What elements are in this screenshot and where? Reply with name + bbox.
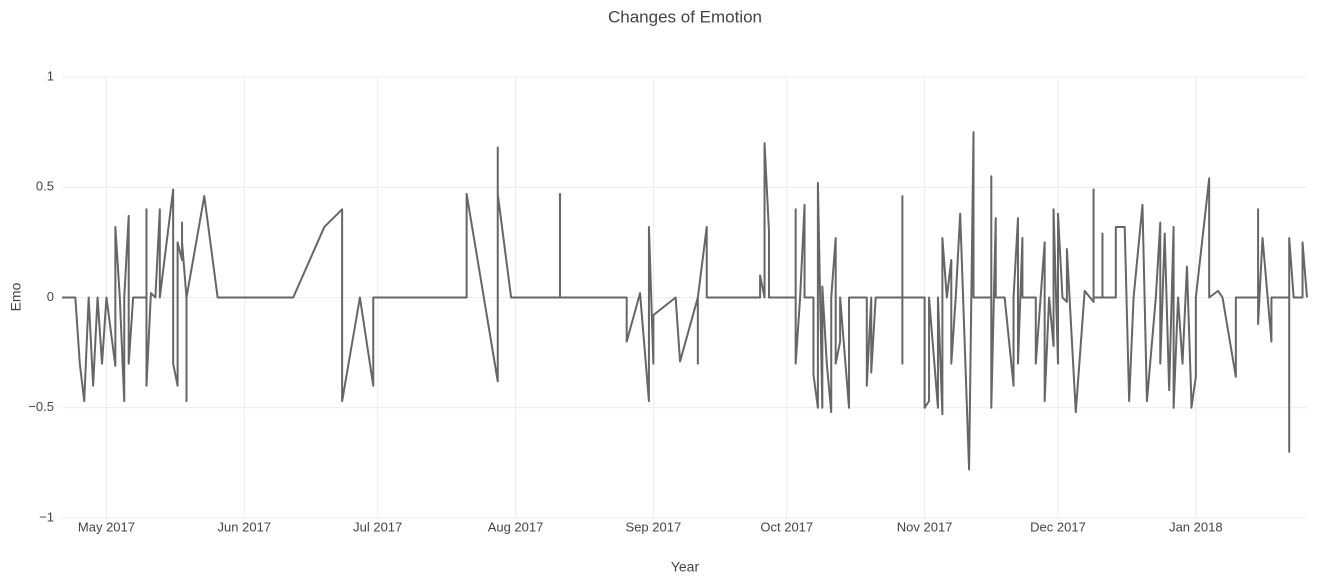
- x-tick-label: May 2017: [78, 519, 135, 534]
- x-tick-label: Jul 2017: [353, 519, 402, 534]
- x-tick-label: Aug 2017: [488, 519, 544, 534]
- x-tick-label: Jan 2018: [1169, 519, 1223, 534]
- x-tick-label: Oct 2017: [760, 519, 813, 534]
- x-tick-label: Dec 2017: [1030, 519, 1086, 534]
- x-tick-label: Jun 2017: [218, 519, 272, 534]
- emotion-line: [62, 131, 1308, 471]
- x-tick-label: Nov 2017: [897, 519, 953, 534]
- y-tick-label: −1: [39, 509, 54, 524]
- y-axis-label: Emo: [8, 282, 24, 311]
- chart-title: Changes of Emotion: [608, 7, 762, 26]
- x-axis-label: Year: [671, 559, 700, 575]
- y-tick-label: 0: [47, 289, 54, 304]
- x-tick-label: Sep 2017: [626, 519, 682, 534]
- y-tick-label: 1: [47, 68, 54, 83]
- y-tick-label: 0.5: [36, 179, 54, 194]
- y-tick-label: −0.5: [28, 399, 54, 414]
